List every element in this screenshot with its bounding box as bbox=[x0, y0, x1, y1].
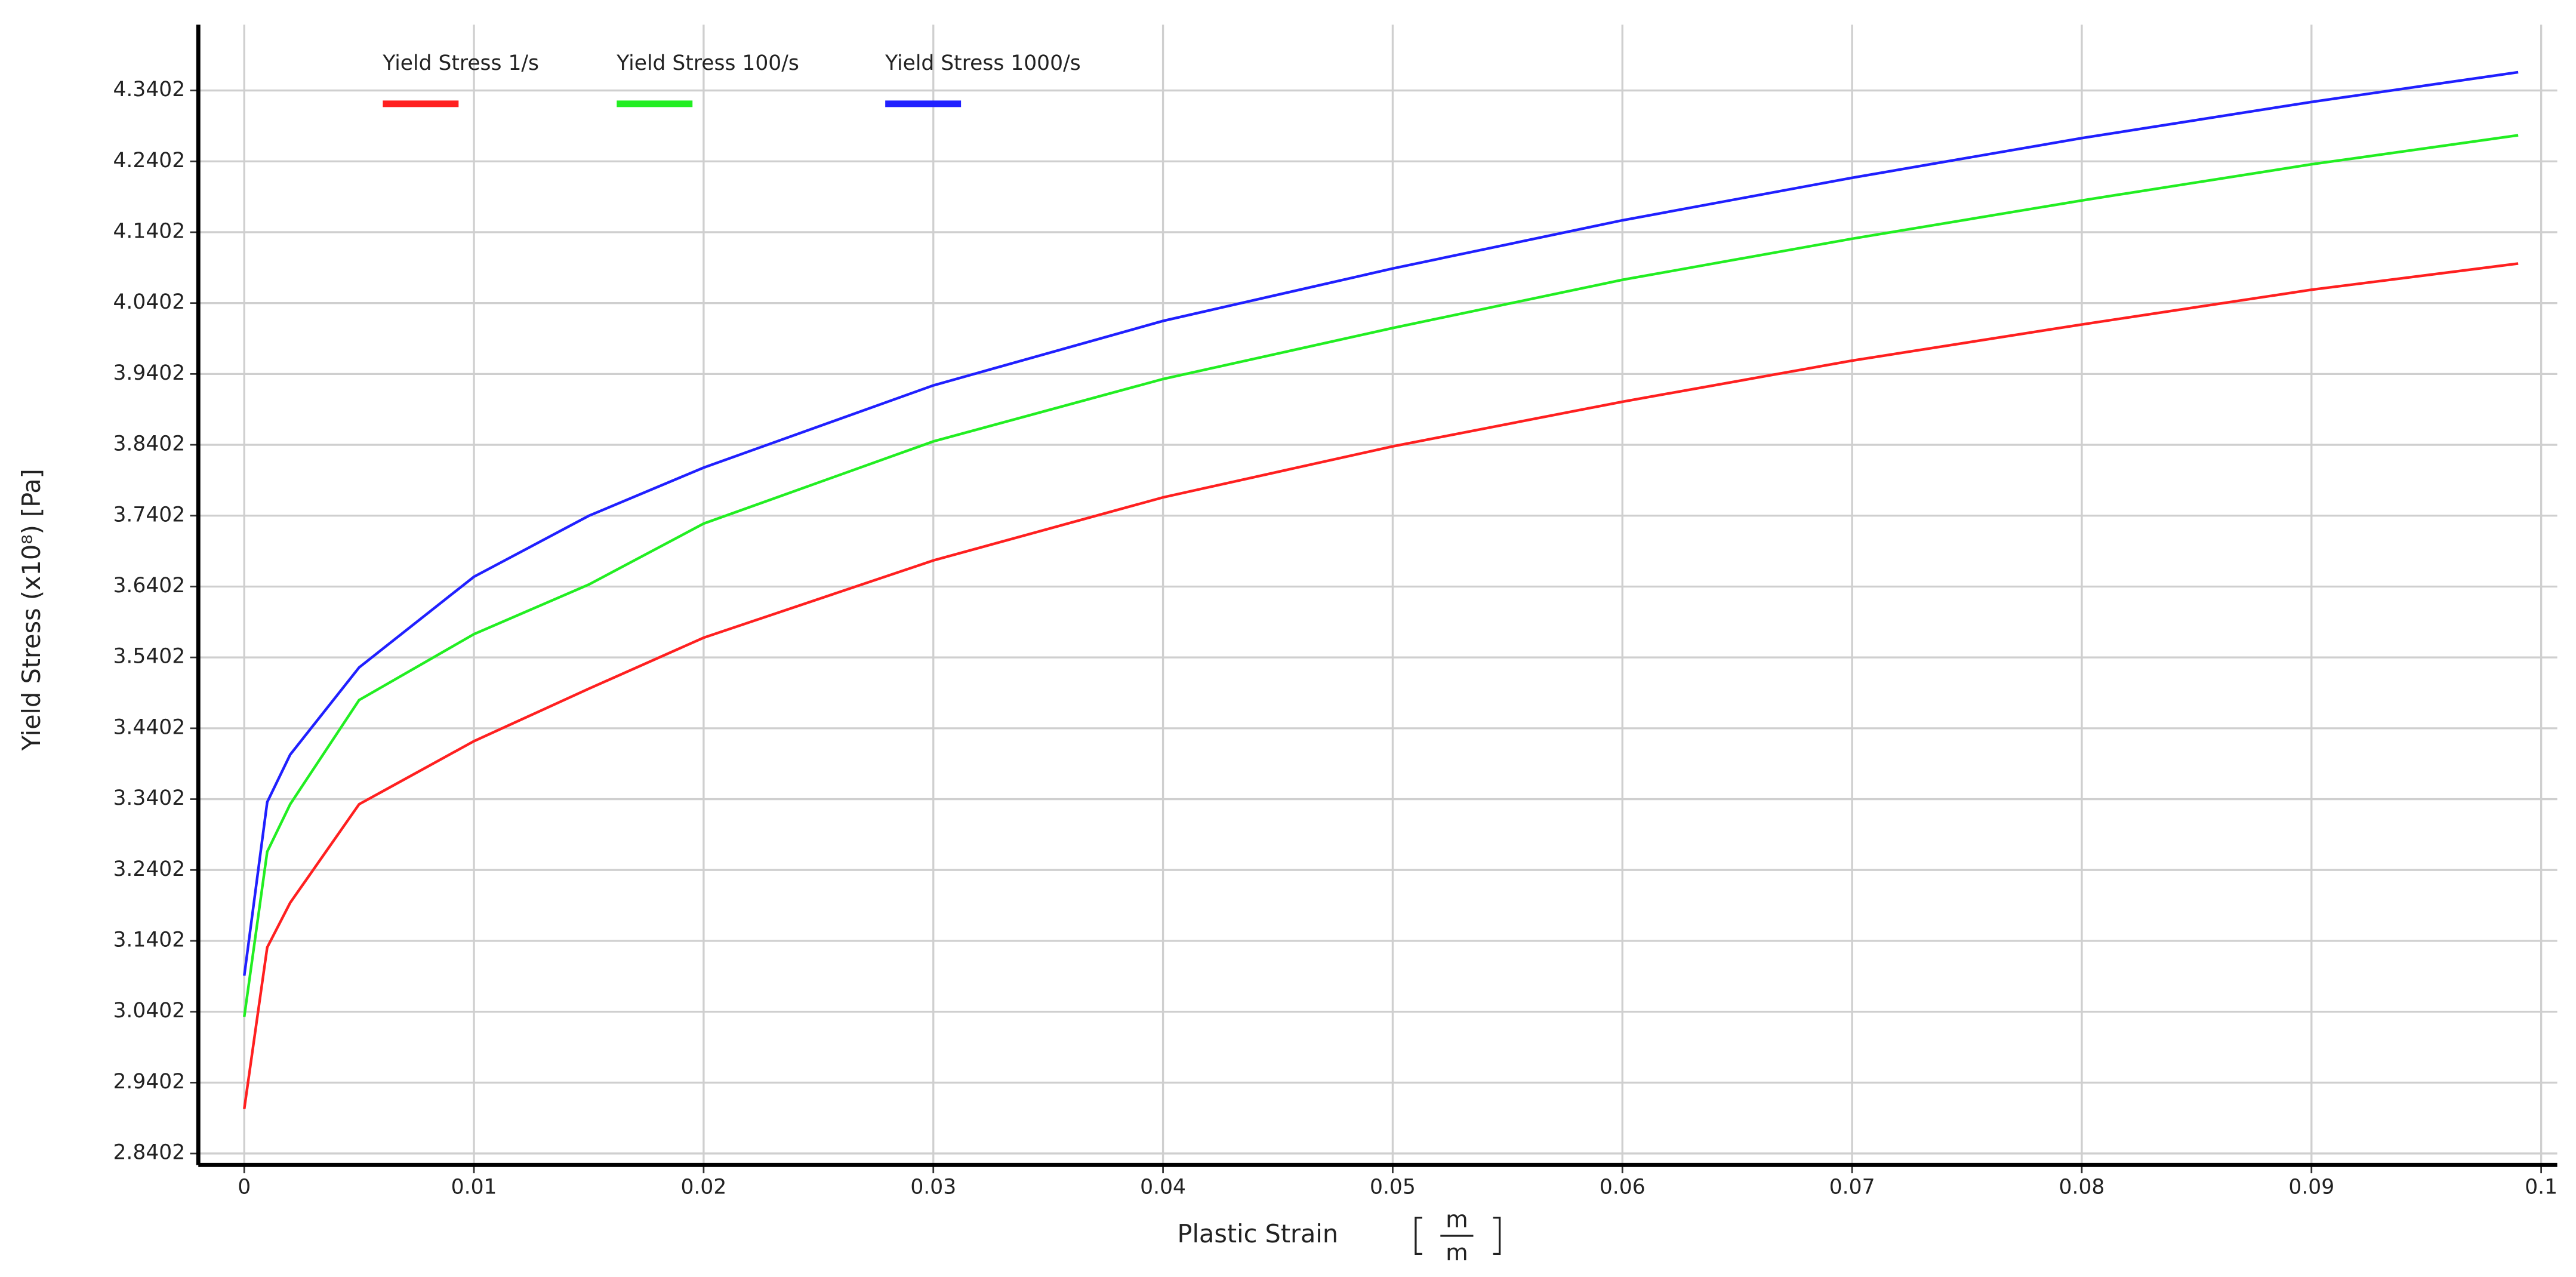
series-line bbox=[243, 70, 2519, 976]
y-tick-label: 3.2402 bbox=[113, 857, 185, 881]
y-tick-label: 2.8402 bbox=[113, 1141, 185, 1165]
y-tick-label: 4.2402 bbox=[113, 149, 185, 173]
y-axis-label: Yield Stress (x10⁸) [Pa] bbox=[17, 469, 46, 751]
series-line bbox=[243, 134, 2519, 1017]
x-tick-label: 0 bbox=[238, 1175, 251, 1199]
series-line bbox=[243, 262, 2519, 1109]
y-tick-label: 4.0402 bbox=[113, 290, 185, 314]
y-tick-label: 3.8402 bbox=[113, 432, 185, 456]
x-tick-label: 0.05 bbox=[1370, 1175, 1416, 1199]
y-tick-label: 3.3402 bbox=[113, 786, 185, 810]
y-tick-label: 3.9402 bbox=[113, 361, 185, 385]
legend-label: Yield Stress 100/s bbox=[616, 51, 799, 75]
x-tick-label: 0.04 bbox=[1140, 1175, 1186, 1199]
y-tick-label: 4.3402 bbox=[113, 78, 185, 101]
x-tick-label: 0.01 bbox=[451, 1175, 497, 1199]
x-tick-label: 0.08 bbox=[2059, 1175, 2105, 1199]
y-tick-label: 3.6402 bbox=[113, 574, 185, 598]
legend-label: Yield Stress 1000/s bbox=[885, 51, 1081, 75]
legend-label: Yield Stress 1/s bbox=[382, 51, 539, 75]
x-unit-numerator: m bbox=[1446, 1207, 1468, 1233]
y-tick-label: 4.1402 bbox=[113, 219, 185, 243]
y-tick-label: 3.5402 bbox=[113, 645, 185, 669]
x-tick-label: 0.1 bbox=[2525, 1175, 2557, 1199]
x-tick-label: 0.09 bbox=[2288, 1175, 2334, 1199]
y-tick-label: 3.7402 bbox=[113, 503, 185, 527]
y-tick-label: 2.9402 bbox=[113, 1070, 185, 1094]
x-tick-label: 0.06 bbox=[1600, 1175, 1646, 1199]
y-tick-label: 3.1402 bbox=[113, 928, 185, 952]
plot-area bbox=[198, 24, 2557, 1165]
y-tick-label: 3.0402 bbox=[113, 999, 185, 1023]
x-unit-denominator: m bbox=[1446, 1239, 1468, 1266]
x-tick-label: 0.02 bbox=[680, 1175, 726, 1199]
x-tick-label: 0.03 bbox=[910, 1175, 956, 1199]
unit-brackets bbox=[1415, 1216, 1501, 1256]
x-axis-label: Plastic Strain bbox=[1178, 1220, 1339, 1248]
x-tick-label: 0.07 bbox=[1829, 1175, 1875, 1199]
y-tick-label: 3.4402 bbox=[113, 715, 185, 739]
